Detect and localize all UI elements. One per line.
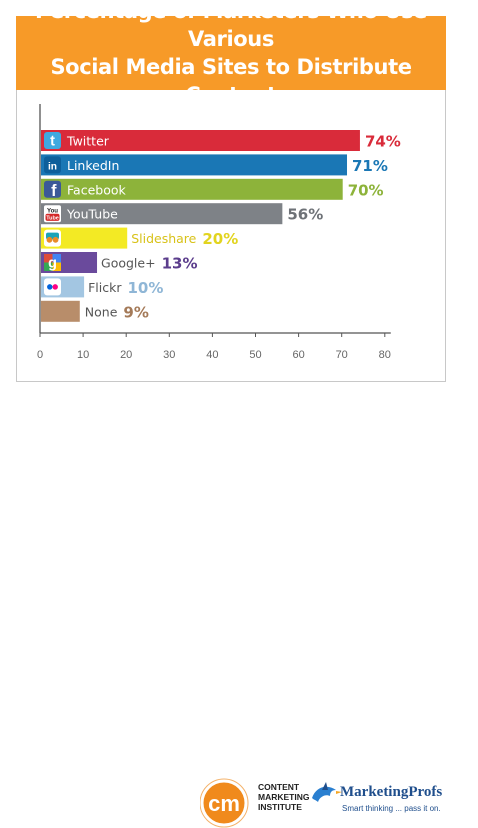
bar-none	[41, 300, 80, 322]
x-tick-label: 50	[249, 349, 261, 361]
category-label: Twitter	[66, 134, 110, 149]
value-label: 20%	[202, 230, 238, 248]
facebook-icon: f	[44, 180, 61, 200]
cmi-logo: cm	[200, 778, 249, 828]
x-tick-label: 30	[163, 349, 175, 361]
value-label: 70%	[348, 181, 384, 199]
svg-text:Tube: Tube	[46, 215, 59, 221]
chart-frame: 0 10 20 30 40 50 60 70 80 t Twitter 74% in LinkedIn 71…	[16, 90, 446, 382]
cmi-wordmark: CONTENT MARKETING INSTITUTE	[258, 782, 309, 812]
google-plus-icon: g	[44, 254, 61, 271]
x-tick-label: 70	[336, 349, 348, 361]
x-tick-label: 40	[206, 349, 218, 361]
value-label: 74%	[365, 133, 401, 151]
cmi-line-3: INSTITUTE	[258, 802, 302, 812]
value-label: 10%	[127, 279, 163, 297]
chart-title-line-1: Percentage of Marketers Who Use Various	[34, 0, 428, 51]
cmi-line-1: CONTENT	[258, 782, 300, 792]
x-tick-label: 0	[37, 349, 43, 361]
svg-text:in: in	[48, 161, 57, 172]
value-label: 71%	[352, 157, 388, 175]
category-label: Facebook	[67, 182, 126, 197]
category-label: YouTube	[66, 207, 118, 222]
bar-youtube	[41, 203, 283, 225]
cmi-initials: cm	[208, 791, 240, 816]
value-label: 9%	[123, 303, 148, 321]
bar-linkedin	[41, 154, 348, 176]
bar-twitter	[41, 130, 360, 151]
flickr-icon	[44, 278, 61, 296]
x-tick-label: 80	[379, 349, 391, 361]
x-tick-label: 20	[120, 349, 132, 361]
category-label: Google+	[101, 256, 156, 271]
youtube-icon: YouTube	[44, 205, 61, 223]
x-tick-label: 60	[292, 349, 304, 361]
chart-title-banner: Percentage of Marketers Who Use Various …	[16, 0, 446, 107]
twitter-icon: t	[44, 132, 61, 150]
value-label: 56%	[287, 206, 323, 224]
cmi-line-2: MARKETING	[258, 792, 310, 802]
slideshare-icon	[44, 229, 61, 247]
footer-logos: cm CONTENT MARKETING INSTITUTE Marketing…	[0, 386, 478, 828]
value-label: 13%	[162, 255, 198, 273]
category-label: LinkedIn	[67, 158, 119, 173]
svg-text:You: You	[47, 207, 58, 214]
category-label: Flickr	[88, 280, 122, 295]
svg-text:g: g	[48, 255, 57, 271]
bar-chart: 0 10 20 30 40 50 60 70 80 t Twitter 74% in LinkedIn 71…	[37, 104, 401, 361]
x-tick-label: 10	[77, 349, 89, 361]
marketingprofs-tagline: Smart thinking ... pass it on.	[342, 804, 441, 813]
bar-facebook	[41, 178, 343, 200]
category-label: Slideshare	[131, 231, 196, 246]
svg-text:f: f	[51, 182, 57, 200]
category-label: None	[85, 304, 118, 319]
svg-text:t: t	[50, 134, 55, 150]
marketingprofs-bird-icon	[312, 782, 342, 802]
marketingprofs-name: MarketingProfs	[340, 784, 443, 800]
linkedin-icon: in	[44, 156, 61, 174]
bar-slideshare	[41, 227, 128, 249]
